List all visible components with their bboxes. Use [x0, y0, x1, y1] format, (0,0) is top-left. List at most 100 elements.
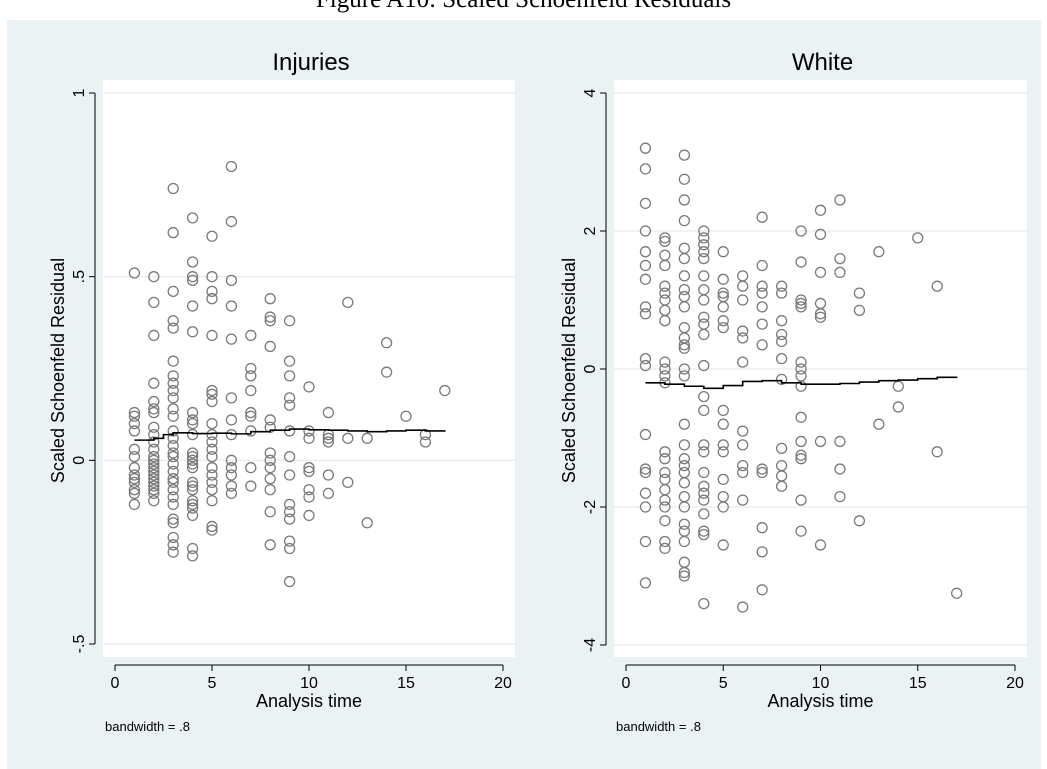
data-point	[659, 494, 671, 506]
data-point	[245, 362, 257, 375]
data-point	[186, 509, 199, 522]
data-point	[264, 447, 276, 459]
bandwidth-note: bandwidth = .8	[105, 719, 190, 734]
data-point	[148, 329, 160, 342]
data-point	[186, 476, 199, 489]
chart-title: White	[792, 49, 853, 76]
data-point	[795, 411, 807, 423]
data-point	[361, 517, 373, 529]
data-point	[206, 436, 218, 448]
y-tick-label: 0	[582, 364, 599, 373]
data-point	[639, 352, 652, 365]
data-point	[639, 163, 652, 175]
data-point	[225, 414, 238, 426]
data-point	[834, 463, 846, 475]
data-point	[834, 194, 846, 206]
data-point	[225, 454, 238, 466]
data-point	[186, 256, 199, 268]
data-point	[698, 252, 710, 265]
data-point	[264, 315, 276, 327]
tick-labels: -4 -2 0 2 4 0 5 10 15 20	[582, 88, 1024, 692]
data-point	[717, 287, 729, 299]
data-point	[148, 469, 160, 481]
data-point	[128, 410, 141, 422]
data-point	[186, 300, 199, 312]
data-point	[659, 235, 671, 248]
data-point	[678, 477, 690, 489]
data-point	[167, 498, 179, 511]
data-point	[639, 259, 652, 272]
data-point	[737, 601, 749, 613]
data-point	[128, 417, 141, 430]
data-point	[795, 301, 807, 313]
data-point	[795, 525, 807, 537]
data-point	[245, 462, 257, 474]
data-point	[639, 487, 652, 499]
x-tick-label: 0	[622, 675, 631, 692]
data-point	[678, 173, 690, 185]
data-point	[206, 384, 218, 397]
data-point	[186, 480, 199, 492]
figure-title: Figure A10: Scaled Schoenfeld Residuals	[0, 0, 1047, 14]
data-point	[206, 395, 218, 408]
x-tick-label: 20	[494, 675, 512, 692]
bandwidth-note: bandwidth = .8	[616, 719, 701, 734]
data-point	[322, 432, 335, 444]
data-point	[737, 280, 749, 292]
data-point	[814, 311, 827, 323]
data-point	[303, 509, 315, 522]
data-point	[756, 339, 768, 351]
data-point	[698, 270, 710, 282]
data-point	[167, 473, 179, 485]
data-point	[264, 293, 276, 305]
data-point	[892, 401, 904, 413]
data-point	[639, 197, 652, 210]
data-point	[264, 462, 276, 474]
x-tick-label: 15	[397, 675, 415, 692]
data-point	[303, 381, 315, 393]
data-point	[167, 458, 179, 470]
data-point	[264, 414, 276, 426]
data-point	[148, 458, 160, 470]
data-point	[814, 228, 827, 241]
data-point	[737, 466, 749, 479]
data-point	[167, 546, 179, 558]
data-point	[717, 404, 729, 417]
data-point	[148, 480, 160, 492]
data-point	[659, 287, 671, 299]
data-point	[775, 352, 788, 365]
data-point	[245, 329, 257, 342]
data-point	[698, 225, 710, 237]
data-point	[283, 355, 296, 367]
data-point	[756, 318, 768, 330]
data-point	[639, 535, 652, 548]
data-point	[717, 321, 729, 334]
data-point	[186, 542, 199, 555]
data-point	[931, 280, 943, 292]
data-point	[659, 535, 671, 548]
data-point	[148, 451, 160, 463]
data-point	[678, 370, 690, 382]
data-point	[698, 439, 710, 451]
data-point	[167, 182, 179, 195]
data-point	[167, 425, 179, 437]
data-point	[167, 226, 179, 239]
data-point	[148, 406, 160, 419]
data-point	[737, 459, 749, 472]
data-point	[206, 293, 218, 305]
data-point	[206, 443, 218, 455]
x-axis-label: Analysis time	[767, 691, 873, 711]
data-point	[167, 484, 179, 496]
data-point	[698, 597, 710, 610]
x-tick-label: 5	[719, 675, 728, 692]
data-point	[167, 517, 179, 529]
data-point	[186, 406, 199, 419]
data-point	[737, 425, 749, 437]
data-point	[678, 566, 690, 579]
chart-injuries: -.50.510 5 10 15 20 Injuries Analysis time S…	[48, 49, 515, 734]
data-point	[148, 476, 160, 489]
data-point	[756, 287, 768, 299]
data-point	[167, 531, 179, 544]
data-point	[167, 384, 179, 397]
data-point	[225, 392, 238, 404]
